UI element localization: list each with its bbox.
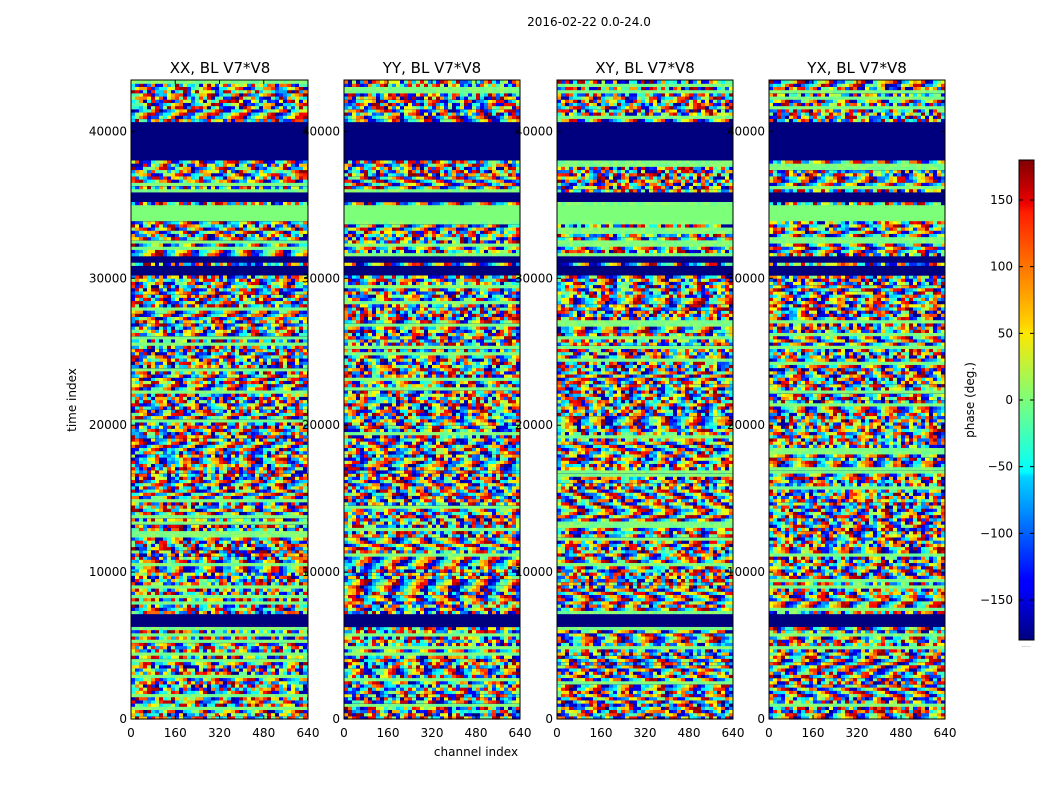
panel-title-xx: XX, BL V7*V8 [170,59,271,77]
heatmap-xx [131,80,308,720]
figure-title: 2016-02-22 0.0-24.0 [527,15,651,29]
panel-xx: XX, BL V7*V8 0 160 320 480 640 0100002000030… [89,59,320,740]
phase-waterfall-chart: 2016-02-22 0.0-24.0 XX, BL V7*V8 0 160 320… [0,0,1050,800]
